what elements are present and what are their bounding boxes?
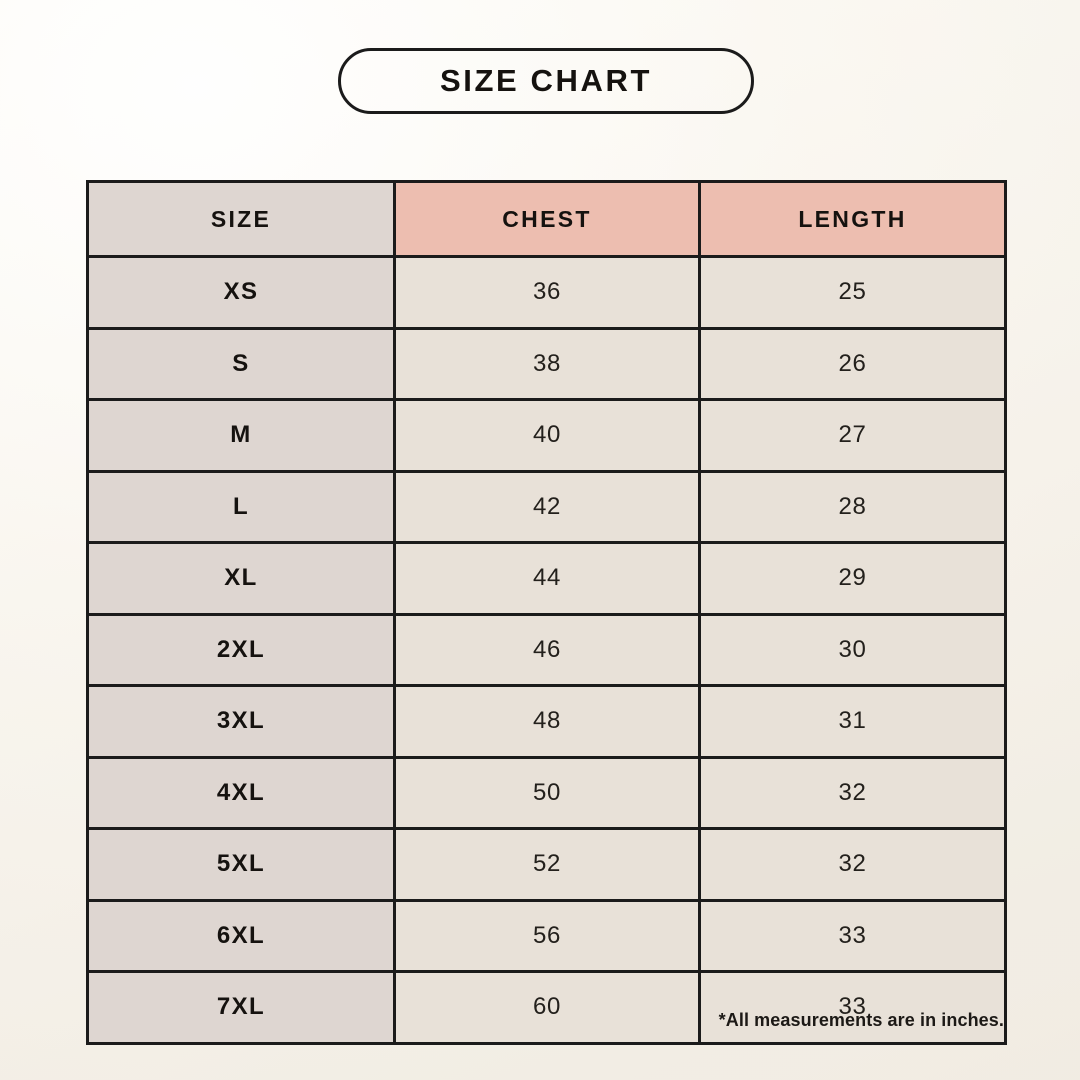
table-header-row: SIZE CHEST LENGTH xyxy=(86,180,1007,258)
cell-size: S xyxy=(86,326,396,401)
table-row: S 38 26 xyxy=(86,326,1007,401)
cell-length: 27 xyxy=(698,398,1007,473)
cell-size: 5XL xyxy=(86,827,396,902)
cell-length: 32 xyxy=(698,827,1007,902)
cell-size: M xyxy=(86,398,396,473)
cell-size: 6XL xyxy=(86,898,396,973)
table-row: 5XL 52 32 xyxy=(86,827,1007,902)
cell-chest: 48 xyxy=(393,684,701,759)
cell-length: 30 xyxy=(698,612,1007,687)
table-row: XL 44 29 xyxy=(86,541,1007,616)
cell-size: 4XL xyxy=(86,755,396,830)
table-row: 2XL 46 30 xyxy=(86,612,1007,687)
table-row: 3XL 48 31 xyxy=(86,684,1007,759)
cell-size: XS xyxy=(86,255,396,330)
cell-size: 7XL xyxy=(86,970,396,1045)
cell-chest: 42 xyxy=(393,469,701,544)
table-row: 7XL 60 33 xyxy=(86,970,1007,1045)
table-row: 4XL 50 32 xyxy=(86,755,1007,830)
cell-chest: 50 xyxy=(393,755,701,830)
table-row: M 40 27 xyxy=(86,398,1007,473)
cell-size: 3XL xyxy=(86,684,396,759)
page-title: SIZE CHART xyxy=(440,63,652,98)
table-row: L 42 28 xyxy=(86,469,1007,544)
cell-length: 31 xyxy=(698,684,1007,759)
cell-length: 32 xyxy=(698,755,1007,830)
table-row: 6XL 56 33 xyxy=(86,898,1007,973)
cell-length: 28 xyxy=(698,469,1007,544)
cell-length: 33 xyxy=(698,970,1007,1045)
cell-length: 29 xyxy=(698,541,1007,616)
cell-size: 2XL xyxy=(86,612,396,687)
column-header-size: SIZE xyxy=(86,180,396,258)
cell-length: 33 xyxy=(698,898,1007,973)
cell-chest: 52 xyxy=(393,827,701,902)
cell-size: L xyxy=(86,469,396,544)
cell-size: XL xyxy=(86,541,396,616)
table-body: XS 36 25 S 38 26 M 40 27 L 42 28 XL 44 xyxy=(86,255,1007,1045)
cell-chest: 60 xyxy=(393,970,701,1045)
measurement-unit-footnote: *All measurements are in inches. xyxy=(718,1010,1004,1030)
column-header-chest: CHEST xyxy=(393,180,701,258)
cell-chest: 38 xyxy=(393,326,701,401)
cell-chest: 44 xyxy=(393,541,701,616)
cell-chest: 40 xyxy=(393,398,701,473)
cell-length: 26 xyxy=(698,326,1007,401)
cell-chest: 56 xyxy=(393,898,701,973)
page-title-pill: SIZE CHART xyxy=(338,48,754,114)
cell-chest: 36 xyxy=(393,255,701,330)
table-row: XS 36 25 xyxy=(86,255,1007,330)
cell-length: 25 xyxy=(698,255,1007,330)
cell-chest: 46 xyxy=(393,612,701,687)
table-header: SIZE CHEST LENGTH xyxy=(86,180,1007,258)
size-chart-table: SIZE CHEST LENGTH XS 36 25 S 38 26 M 40 … xyxy=(86,180,1007,1045)
column-header-length: LENGTH xyxy=(698,180,1007,258)
